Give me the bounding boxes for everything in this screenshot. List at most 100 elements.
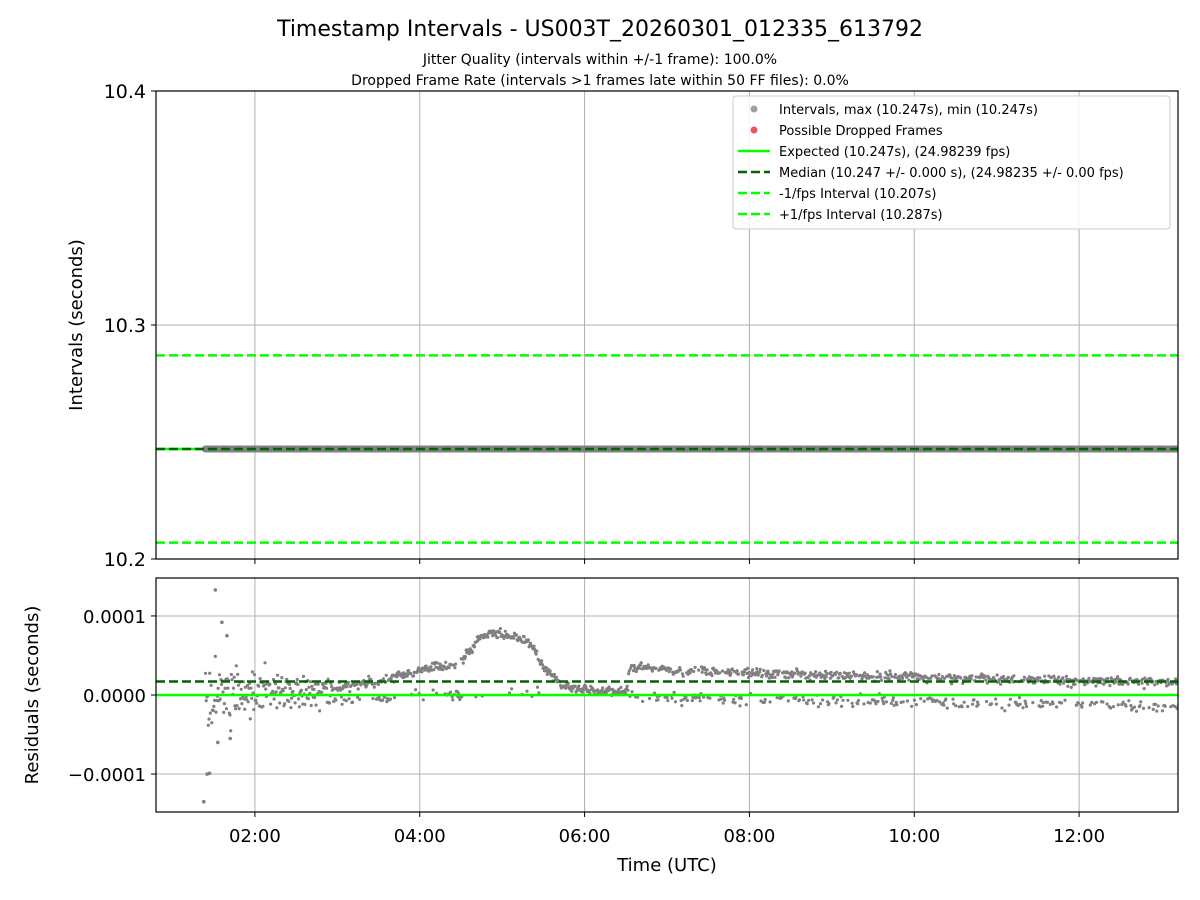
chart-subtitle-dropped: Dropped Frame Rate (intervals >1 frames … <box>351 73 849 89</box>
residual-point <box>351 700 355 704</box>
residual-point <box>1146 682 1150 686</box>
residual-point <box>626 688 630 692</box>
residual-point <box>954 704 958 708</box>
residual-point <box>1141 706 1146 711</box>
residual-point <box>218 697 222 701</box>
residual-point <box>1074 703 1078 707</box>
legend-item-minus-fps: -1/fps Interval (10.207s) <box>738 187 936 202</box>
residual-point <box>795 669 800 673</box>
residual-point <box>654 666 658 671</box>
residual-point <box>287 699 291 704</box>
residual-point <box>1055 705 1059 709</box>
residual-point <box>770 675 774 680</box>
residual-point <box>989 702 994 706</box>
residual-point <box>1147 706 1151 710</box>
residual-point <box>974 675 978 679</box>
residual-point <box>854 673 858 677</box>
residual-point <box>1105 702 1109 706</box>
residual-point <box>810 698 814 702</box>
residual-point <box>673 700 678 704</box>
residual-point <box>307 685 311 689</box>
residual-point <box>252 708 256 712</box>
residual-point <box>1039 699 1043 703</box>
residual-point <box>231 686 236 690</box>
residual-point <box>670 696 674 700</box>
residual-point <box>592 689 596 693</box>
residual-point <box>224 707 229 711</box>
x-tick-label: 06:00 <box>559 826 611 847</box>
residual-point <box>874 702 878 706</box>
residual-point <box>249 686 253 690</box>
residual-point <box>503 629 507 633</box>
residuals-y-tick-label: 0.0000 <box>83 686 146 707</box>
residual-point <box>984 678 988 682</box>
residual-point <box>295 677 299 682</box>
residual-point <box>876 699 880 704</box>
residual-point <box>1126 682 1130 686</box>
residual-point <box>641 699 645 704</box>
residual-point <box>697 668 701 672</box>
residual-point <box>775 696 779 700</box>
residual-point <box>449 690 453 694</box>
residual-point <box>308 680 313 684</box>
residual-point <box>263 661 267 665</box>
residuals-y-tick-label: −0.0001 <box>68 765 146 786</box>
residual-point <box>730 667 734 671</box>
residual-point <box>898 677 902 681</box>
residual-point <box>747 670 751 675</box>
residual-point <box>850 701 854 705</box>
residual-point <box>289 706 293 710</box>
residual-point <box>691 695 695 700</box>
residual-point <box>972 698 976 702</box>
residual-point <box>1069 685 1073 690</box>
residual-point <box>297 705 301 709</box>
residual-point <box>1022 675 1026 679</box>
residual-point <box>203 671 208 675</box>
residual-point <box>999 682 1003 686</box>
residual-point <box>665 695 669 700</box>
residual-point <box>763 697 767 702</box>
residual-point <box>939 677 943 681</box>
residual-point <box>573 684 577 688</box>
residual-point <box>213 654 217 659</box>
residual-point <box>723 698 727 702</box>
residual-point <box>291 689 295 693</box>
residual-point <box>316 682 320 686</box>
residual-point <box>261 704 265 708</box>
residual-point <box>208 671 212 675</box>
residual-point <box>837 676 841 680</box>
residual-point <box>656 698 660 702</box>
residual-point <box>210 721 214 725</box>
residual-point <box>1043 674 1047 678</box>
residual-point <box>1073 682 1077 686</box>
residual-point <box>833 672 837 677</box>
residual-point <box>237 707 241 711</box>
residual-point <box>235 704 239 708</box>
residual-point <box>238 697 243 701</box>
residuals-lines <box>156 680 1178 697</box>
legend-item-median: Median (10.247 +/- 0.000 s), (24.98235 +… <box>738 166 1124 181</box>
residual-point <box>814 670 818 674</box>
residual-point <box>222 710 226 715</box>
residual-point <box>372 685 376 689</box>
residual-point <box>951 697 955 701</box>
residual-point <box>835 670 839 674</box>
residual-point <box>493 633 498 637</box>
residual-point <box>1120 702 1124 707</box>
residual-point <box>344 699 348 703</box>
residual-point <box>882 695 886 699</box>
svg-text:Median (10.247 +/- 0.000 s), (: Median (10.247 +/- 0.000 s), (24.98235 +… <box>779 166 1124 181</box>
residual-point <box>222 702 226 706</box>
residual-point <box>264 687 268 691</box>
residual-point <box>1041 704 1045 708</box>
residual-point <box>255 701 259 705</box>
residual-point <box>627 669 631 673</box>
residual-point <box>786 699 790 703</box>
residual-point <box>535 685 540 689</box>
residuals-y-tick-label: 0.0001 <box>83 607 146 628</box>
residual-point <box>275 706 279 710</box>
residual-point <box>535 649 539 653</box>
residual-point <box>297 697 301 701</box>
residual-point <box>690 698 694 703</box>
residual-point <box>444 660 448 664</box>
